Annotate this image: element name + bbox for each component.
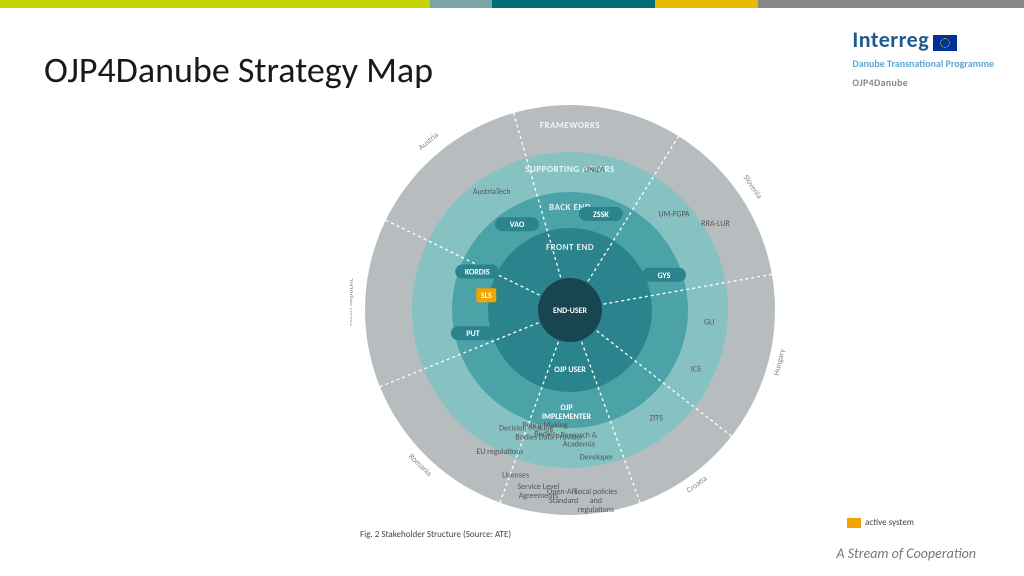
svg-text:Czech Republic: Czech Republic [350, 277, 356, 326]
svg-text:Bodies: Bodies [515, 432, 537, 442]
svg-text:Standard: Standard [549, 496, 578, 506]
svg-text:UNIZA: UNIZA [584, 165, 605, 175]
legend-swatch [847, 518, 861, 528]
topbar-seg-5 [758, 0, 1024, 8]
topbar-seg-0 [0, 0, 358, 8]
svg-text:RRA-LUR: RRA-LUR [701, 219, 730, 229]
legend: active system [847, 517, 914, 528]
svg-text:Hungary: Hungary [771, 347, 787, 376]
svg-text:PUT: PUT [466, 329, 479, 339]
topbar-seg-3 [492, 0, 656, 8]
eu-flag-icon [933, 35, 957, 51]
svg-text:GLI: GLI [704, 318, 714, 328]
programme-logo: Interreg Danube Transnational Programme … [852, 26, 994, 91]
figure-caption: Fig. 2 Stakeholder Structure (Source: AT… [360, 529, 511, 540]
svg-text:Slovenia: Slovenia [741, 173, 765, 201]
svg-text:Licenses: Licenses [502, 470, 529, 480]
logo-brand: Interreg [852, 26, 929, 53]
svg-text:GYS: GYS [658, 271, 671, 281]
svg-text:ZSSK: ZSSK [593, 210, 609, 220]
page-title: OJP4Danube Strategy Map [44, 48, 433, 92]
top-accent-bar [0, 0, 1024, 8]
topbar-seg-2 [430, 0, 491, 8]
svg-text:SLS: SLS [481, 291, 492, 301]
svg-text:Austria: Austria [417, 130, 441, 153]
logo-project: OJP4Danube [852, 76, 908, 89]
svg-text:ICS: ICS [691, 364, 701, 374]
logo-subtitle: Danube Transnational Programme [852, 57, 994, 70]
svg-text:KORDIS: KORDIS [465, 268, 490, 278]
topbar-seg-1 [358, 0, 430, 8]
svg-text:VAO: VAO [510, 220, 525, 230]
topbar-seg-4 [655, 0, 757, 8]
footer-tagline: A Stream of Cooperation [836, 545, 976, 562]
svg-text:EU regulations: EU regulations [476, 447, 523, 457]
svg-text:AustriaTech: AustriaTech [473, 187, 511, 197]
svg-text:OJP USER: OJP USER [554, 365, 586, 375]
svg-text:UM-FGPA: UM-FGPA [658, 209, 690, 219]
legend-label: active system [865, 517, 914, 528]
svg-text:Developer: Developer [580, 453, 614, 463]
svg-text:FRAMEWORKS: FRAMEWORKS [540, 120, 600, 131]
svg-text:FRONT END: FRONT END [546, 242, 594, 253]
svg-text:END-USER: END-USER [553, 306, 588, 316]
svg-text:regulations: regulations [578, 505, 614, 515]
svg-text:ZITS: ZITS [650, 413, 664, 423]
stakeholder-diagram: FRAMEWORKSSUPPORTING ACTORSBACK ENDFRONT… [350, 100, 810, 540]
